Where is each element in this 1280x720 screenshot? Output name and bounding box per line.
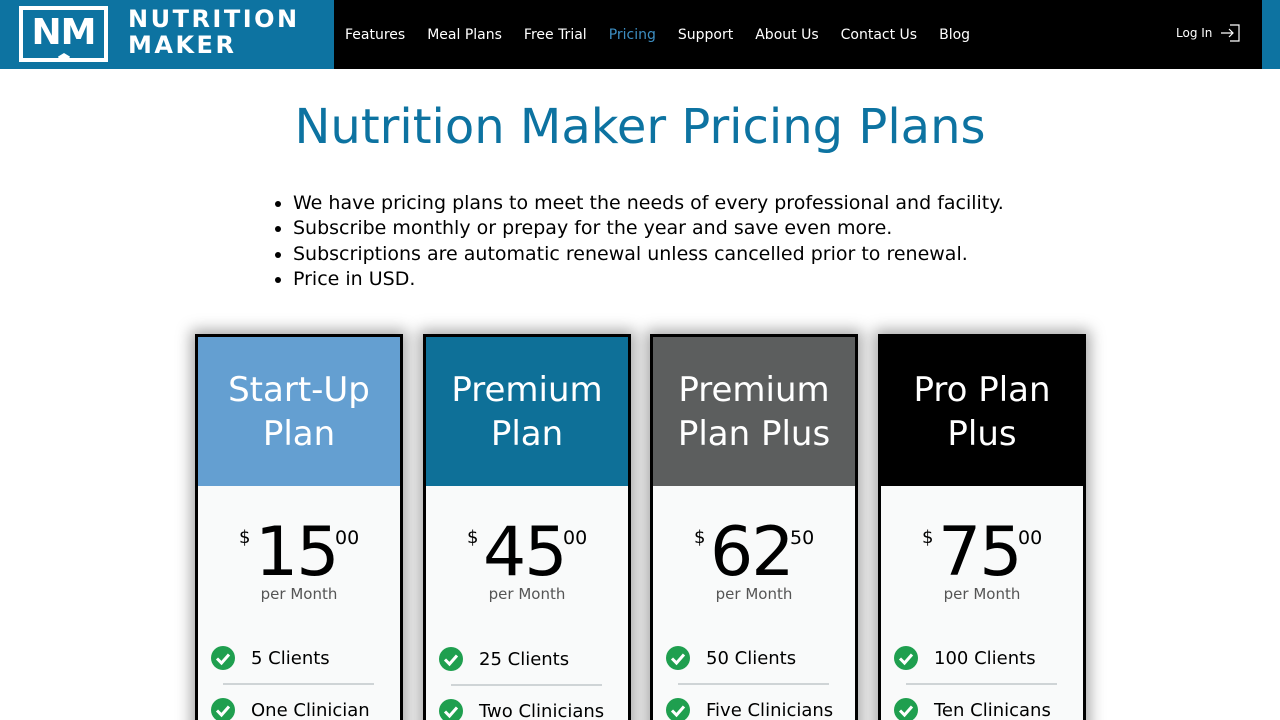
plan-price: $ 45 00 (426, 515, 628, 591)
brand-logo[interactable]: NM NUTRITION MAKER (0, 0, 334, 69)
page-title: Nutrition Maker Pricing Plans (294, 99, 986, 155)
price-period: per Month (943, 585, 1021, 603)
nav-item-free-trial[interactable]: Free Trial (523, 26, 587, 43)
plan-name-line1: Pro Plan (913, 370, 1051, 410)
scrollbar[interactable] (1262, 0, 1280, 69)
feature-item: 100 Clients (881, 645, 1083, 685)
currency-symbol: $ (239, 527, 251, 548)
brand-name-line2: MAKER (128, 31, 237, 59)
price-period: per Month (260, 585, 338, 603)
divider (906, 683, 1057, 685)
plan-header: Premium Plan (426, 337, 628, 486)
nav-item-blog[interactable]: Blog (939, 26, 971, 43)
divider (223, 683, 374, 685)
check-icon (439, 699, 463, 720)
intro-bullet: Subscribe monthly or prepay for the year… (293, 216, 1093, 241)
feature-item: 5 Clients (198, 645, 400, 685)
price-cents: 00 (1018, 527, 1043, 549)
price-cents: 00 (335, 527, 360, 549)
check-icon (894, 698, 918, 720)
feature-item: Ten Clinicans (881, 697, 1083, 720)
nav-item-contact-us[interactable]: Contact Us (840, 26, 918, 43)
feature-text: Five Clinicians (706, 700, 834, 720)
feature-item: 50 Clients (653, 645, 855, 685)
price-amount: 62 (710, 513, 795, 592)
price-period: per Month (488, 585, 566, 603)
plan-name-line2: Plus (947, 414, 1017, 454)
check-icon (439, 647, 463, 671)
nav-item-support[interactable]: Support (677, 26, 734, 43)
plan-header: Premium Plan Plus (653, 337, 855, 486)
plan-card-premium[interactable]: Premium Plan $ 45 00 per Month 25 Client… (423, 334, 631, 720)
plan-name-line1: Start-Up (228, 370, 370, 410)
divider (451, 684, 602, 686)
brand-name-line1: NUTRITION (128, 5, 300, 33)
plan-name-line1: Premium (451, 370, 603, 410)
price-amount: 75 (938, 513, 1023, 592)
brand-name: NUTRITION MAKER (128, 6, 300, 58)
currency-symbol: $ (694, 527, 706, 548)
feature-item: Two Clinicians (426, 698, 628, 720)
plan-name-line2: Plan Plus (677, 414, 831, 454)
nav-item-about-us[interactable]: About Us (755, 26, 819, 43)
intro-bullet: Subscriptions are automatic renewal unle… (293, 242, 1093, 267)
check-icon (666, 698, 690, 720)
feature-text: 25 Clients (479, 649, 570, 670)
feature-text: 5 Clients (251, 648, 330, 669)
plan-price: $ 15 00 (198, 515, 400, 591)
intro-bullet: Price in USD. (293, 267, 1093, 292)
plan-card-premium-plus[interactable]: Premium Plan Plus $ 62 50 per Month 50 C… (650, 334, 858, 720)
check-icon (211, 646, 235, 670)
intro-list: We have pricing plans to meet the needs … (293, 191, 1093, 292)
login-link[interactable]: Log In (1176, 24, 1241, 42)
plan-header: Start-Up Plan (198, 337, 400, 486)
price-amount: 45 (483, 513, 568, 592)
star-icon (58, 53, 70, 62)
main-nav: Features Meal Plans Free Trial Pricing S… (345, 0, 992, 69)
feature-text: One Clinician (251, 700, 370, 720)
nav-item-meal-plans[interactable]: Meal Plans (427, 26, 502, 43)
logo-mark-text: NM (31, 12, 97, 53)
plan-price: $ 75 00 (881, 515, 1083, 591)
price-period: per Month (715, 585, 793, 603)
feature-text: 50 Clients (706, 648, 797, 669)
feature-text: Two Clinicians (479, 701, 605, 720)
plan-name-line2: Plan (262, 414, 336, 454)
check-icon (666, 646, 690, 670)
intro-bullet: We have pricing plans to meet the needs … (293, 191, 1093, 216)
plan-name-line2: Plan (490, 414, 564, 454)
divider (678, 683, 829, 685)
price-amount: 15 (255, 513, 340, 592)
nav-item-features[interactable]: Features (345, 26, 406, 43)
login-label: Log In (1176, 26, 1213, 40)
plan-card-pro-plus[interactable]: Pro Plan Plus $ 75 00 per Month 100 Clie… (878, 334, 1086, 720)
plan-card-start-up[interactable]: Start-Up Plan $ 15 00 per Month 5 Client… (195, 334, 403, 720)
logo-mark: NM (19, 6, 108, 62)
currency-symbol: $ (467, 527, 479, 548)
check-icon (894, 646, 918, 670)
currency-symbol: $ (922, 527, 934, 548)
feature-text: 100 Clients (934, 648, 1036, 669)
check-icon (211, 698, 235, 720)
feature-item: One Clinician (198, 697, 400, 720)
price-cents: 00 (563, 527, 588, 549)
plan-name-line1: Premium (678, 370, 830, 410)
top-navigation-bar: NM NUTRITION MAKER Features Meal Plans F… (0, 0, 1280, 69)
feature-item: Five Clinicians (653, 697, 855, 720)
nav-item-pricing[interactable]: Pricing (608, 26, 656, 43)
feature-item: 25 Clients (426, 646, 628, 686)
price-cents: 50 (790, 527, 815, 549)
plan-header: Pro Plan Plus (881, 337, 1083, 486)
feature-text: Ten Clinicans (934, 700, 1051, 720)
plan-price: $ 62 50 (653, 515, 855, 591)
login-icon (1221, 24, 1241, 42)
